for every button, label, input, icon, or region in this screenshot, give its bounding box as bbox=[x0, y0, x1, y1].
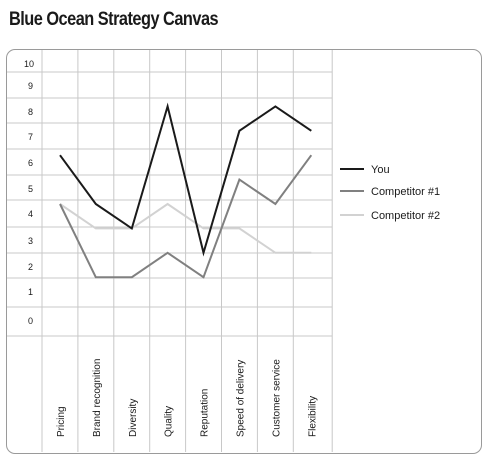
x-category-label: Pricing bbox=[56, 406, 67, 437]
legend-label: Competitor #2 bbox=[371, 210, 440, 222]
y-tick-label: 5 bbox=[28, 184, 33, 194]
y-tick-label: 2 bbox=[28, 262, 33, 272]
y-tick-label: 10 bbox=[24, 59, 34, 69]
y-tick-label: 8 bbox=[28, 107, 33, 117]
y-tick-label: 4 bbox=[28, 209, 33, 219]
x-category-label: Flexibility bbox=[307, 396, 318, 437]
series-line bbox=[59, 102, 312, 257]
y-tick-label: 6 bbox=[28, 158, 33, 168]
y-tick-label: 1 bbox=[28, 287, 33, 297]
chart-frame bbox=[6, 49, 482, 454]
legend-label: Competitor #1 bbox=[371, 186, 440, 198]
y-tick-label: 3 bbox=[28, 236, 33, 246]
y-tick-label: 9 bbox=[28, 81, 33, 91]
x-category-label: Brand recognition bbox=[92, 359, 103, 437]
x-category-label: Diversity bbox=[128, 399, 139, 437]
x-category-label: Speed of delivery bbox=[235, 360, 246, 437]
x-category-label: Customer service bbox=[271, 359, 282, 437]
x-category-label: Reputation bbox=[200, 389, 211, 437]
y-tick-label: 7 bbox=[28, 132, 33, 142]
legend-label: You bbox=[371, 164, 390, 176]
chart-title: Blue Ocean Strategy Canvas bbox=[9, 9, 219, 30]
series-line bbox=[59, 202, 312, 254]
y-tick-label: 0 bbox=[28, 316, 33, 326]
x-category-label: Quality bbox=[164, 406, 175, 437]
series-line bbox=[59, 154, 313, 279]
